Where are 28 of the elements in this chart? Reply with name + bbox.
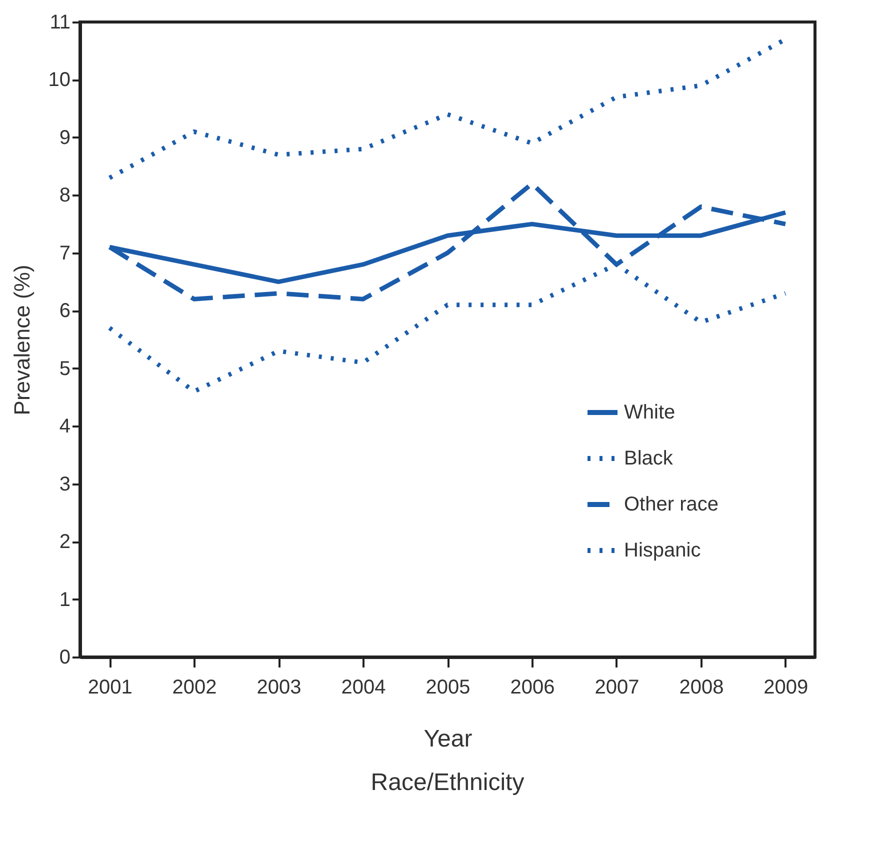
x-tick-label: 2007 bbox=[594, 676, 640, 698]
y-tick-label: 1 bbox=[59, 588, 70, 611]
x-tick-label: 2006 bbox=[510, 676, 555, 698]
y-axis-title: Prevalence (%) bbox=[9, 264, 34, 416]
y-tick-label: 11 bbox=[50, 12, 70, 34]
y-tick-label: 10 bbox=[48, 69, 70, 92]
text: Race/Ethnicity bbox=[370, 769, 524, 796]
x-tick-label: 2005 bbox=[426, 676, 470, 698]
x-axis-title: Year bbox=[424, 726, 472, 752]
y-tick-label: 3 bbox=[59, 473, 70, 496]
x-tick-label: 2003 bbox=[256, 676, 302, 698]
x-tick-label: 2001 bbox=[88, 676, 132, 698]
y-tick-label: 8 bbox=[59, 184, 70, 207]
y-tick-label: 6 bbox=[59, 300, 70, 322]
y-tick-label: 5 bbox=[59, 358, 70, 380]
x-tick-label: 2008 bbox=[679, 676, 724, 698]
legend-label: White bbox=[624, 402, 676, 424]
legend-label: Black bbox=[624, 448, 674, 470]
y-tick-label: 9 bbox=[59, 126, 70, 149]
legend-label: Hispanic bbox=[624, 540, 701, 562]
legend-label: Other race bbox=[624, 494, 718, 516]
y-tick-label: 7 bbox=[59, 242, 70, 264]
x-tick-label: 2004 bbox=[341, 676, 386, 698]
y-tick-label: 2 bbox=[59, 531, 70, 554]
x-tick-label: 2002 bbox=[172, 676, 217, 698]
y-tick-label: 4 bbox=[59, 416, 70, 438]
x-tick-label: 2009 bbox=[764, 676, 808, 698]
y-tick-label: 0 bbox=[59, 646, 70, 668]
